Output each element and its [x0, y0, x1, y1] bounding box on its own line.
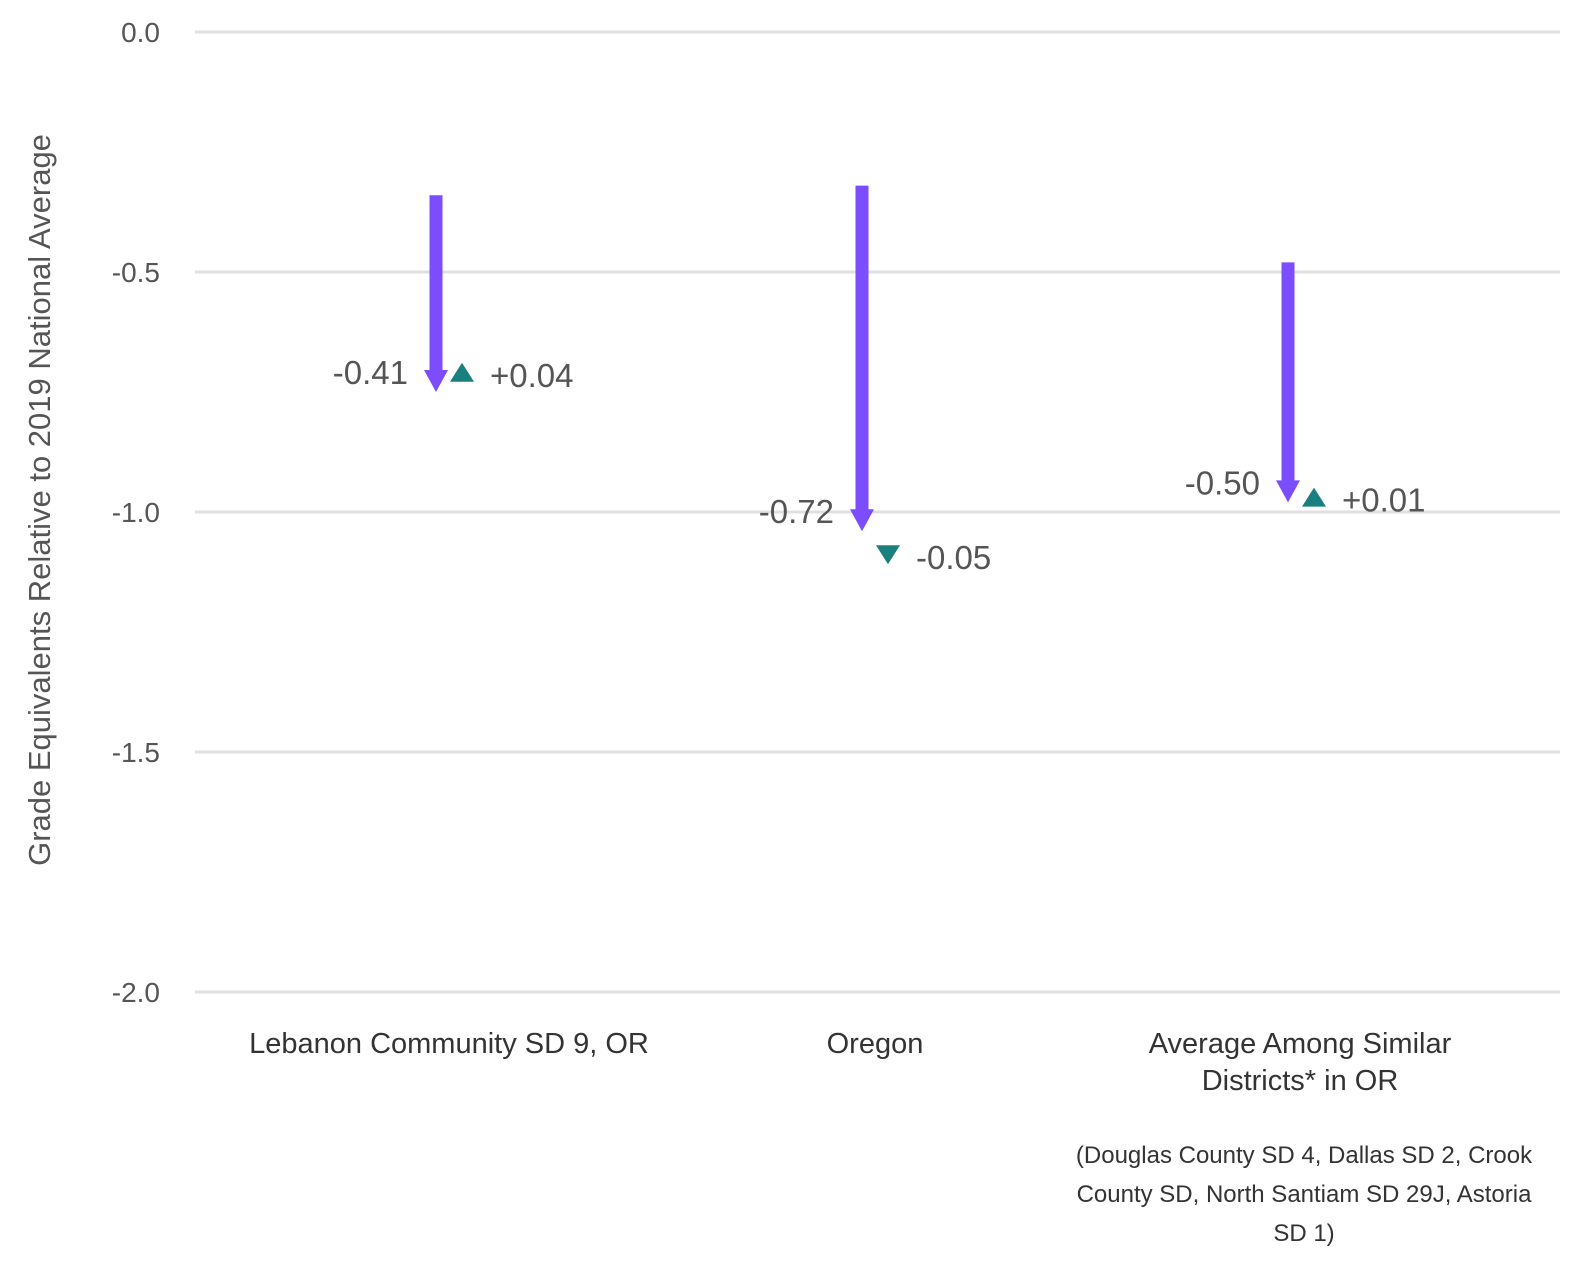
y-tick-labels: 0.0 -0.5 -1.0 -1.5 -2.0 [112, 17, 160, 1008]
decline-value-label: -0.41 [333, 354, 408, 391]
recovery-value-label: +0.01 [1342, 482, 1426, 519]
footnote-line: County SD, North Santiam SD 29J, Astoria [1077, 1181, 1533, 1208]
recovery-marker-down [876, 545, 900, 565]
category-label-line: Oregon [827, 1028, 924, 1060]
recovery-value-label: -0.05 [916, 539, 991, 576]
recovery-value-label: +0.04 [490, 357, 574, 394]
category-label-line: Average Among Similar [1149, 1028, 1452, 1060]
recovery-marker-up [450, 362, 474, 382]
y-tick-label: -1.5 [112, 737, 160, 768]
value-labels: -0.41 +0.04 -0.72 -0.05 -0.50 +0.01 [333, 354, 1426, 576]
y-tick-label: -1.0 [112, 497, 160, 528]
footnote-line: SD 1) [1273, 1220, 1334, 1247]
grid-layer [195, 30, 1560, 994]
chart-marks [424, 185, 1326, 565]
category-labels: Lebanon Community SD 9, OR Oregon Average … [249, 1028, 1451, 1097]
category-label-line: Districts* in OR [1202, 1065, 1399, 1097]
decline-value-label: -0.72 [759, 493, 834, 530]
decline-value-label: -0.50 [1185, 464, 1260, 501]
category-label: Oregon [827, 1028, 924, 1060]
footnote: (Douglas County SD 4, Dallas SD 2, Crook… [1076, 1142, 1533, 1247]
y-tick-label: -0.5 [112, 257, 160, 288]
recovery-marker-up [1302, 487, 1326, 507]
decline-arrow-head [850, 509, 874, 532]
y-tick-label: -2.0 [112, 977, 160, 1008]
y-axis-title: Grade Equivalents Relative to 2019 Natio… [22, 134, 57, 866]
category-label: Average Among Similar Districts* in OR [1149, 1028, 1452, 1097]
decline-arrow-head [1276, 480, 1300, 503]
y-tick-label: 0.0 [121, 17, 160, 48]
category-label-line: Lebanon Community SD 9, OR [249, 1028, 649, 1060]
decline-arrow-head [424, 370, 448, 392]
footnote-line: (Douglas County SD 4, Dallas SD 2, Crook [1076, 1142, 1533, 1169]
category-label: Lebanon Community SD 9, OR [249, 1028, 649, 1060]
